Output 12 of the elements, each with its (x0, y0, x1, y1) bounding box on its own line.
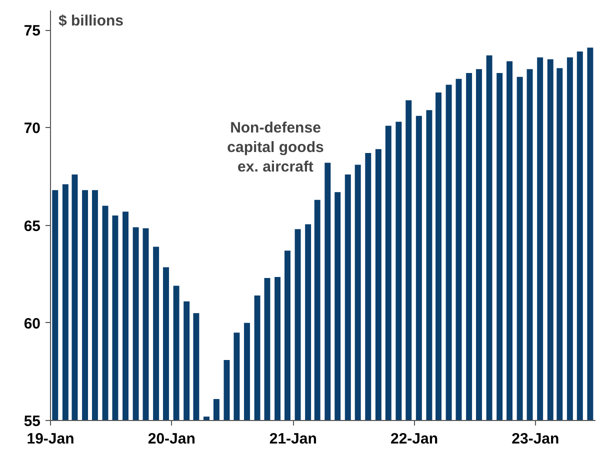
x-tick-label: 21-Jan (269, 430, 317, 448)
y-tick-label: 70 (24, 120, 41, 138)
y-tick-label: 65 (24, 218, 41, 235)
x-tick-label: 23-Jan (512, 430, 560, 448)
y-tick-label: 55 (24, 413, 41, 430)
x-tick-label: 19-Jan (26, 430, 74, 448)
x-tick-label: 22-Jan (390, 430, 438, 448)
y-tick-label: 75 (24, 22, 41, 40)
x-tick-label: 20-Jan (148, 430, 196, 448)
y-tick-label: 60 (24, 315, 41, 332)
y-axis-title: $ billions (58, 12, 124, 30)
annotation: Non-defense capital goods ex. aircraft (227, 120, 324, 176)
